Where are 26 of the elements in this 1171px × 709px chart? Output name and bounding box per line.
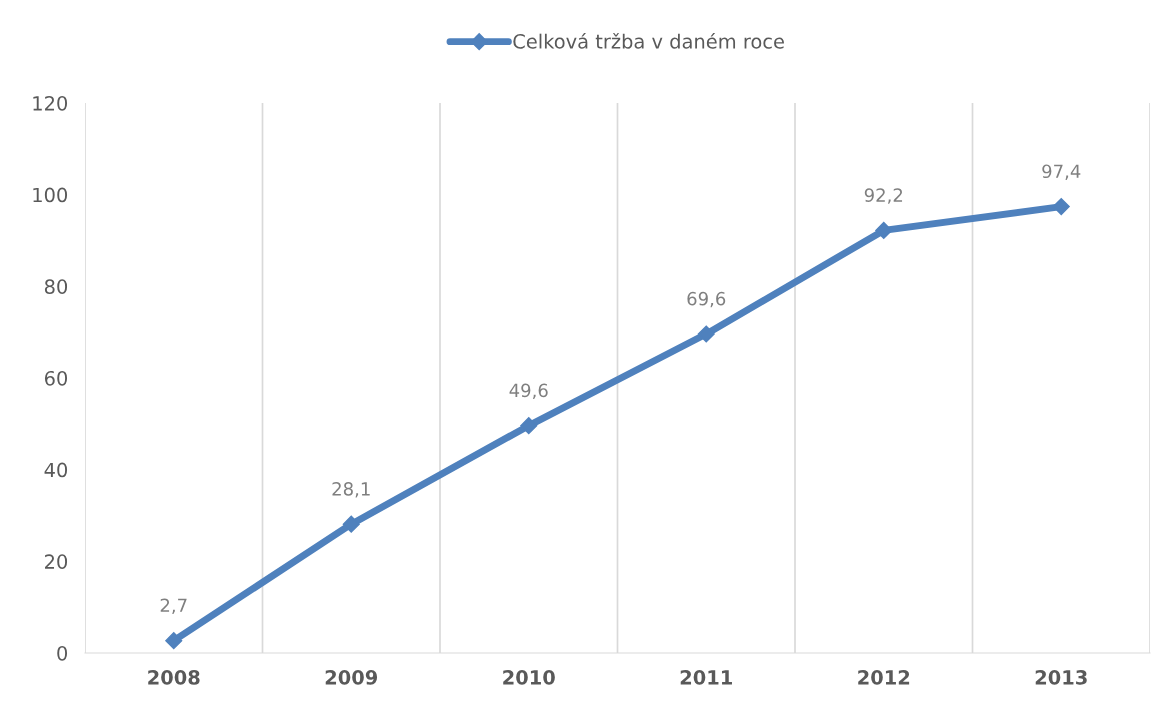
x-tick-label: 2012 bbox=[858, 670, 910, 685]
y-tick-label: 60 bbox=[44, 370, 68, 386]
x-tick-label: 2009 bbox=[325, 670, 378, 685]
point bbox=[520, 417, 538, 435]
data-label: 49,6 bbox=[509, 383, 548, 400]
point bbox=[342, 515, 360, 533]
x-tick-label: 2011 bbox=[680, 670, 732, 685]
y-tick-label: 120 bbox=[33, 95, 68, 111]
data-label: 28,1 bbox=[332, 482, 370, 498]
x-tick-label: 2008 bbox=[148, 670, 200, 685]
y-tick-label: 20 bbox=[45, 554, 68, 569]
y-tick-label: 80 bbox=[44, 279, 68, 294]
data-label: 92,2 bbox=[864, 188, 903, 204]
y-tick-label: 100 bbox=[33, 187, 68, 203]
legend-label: Celková tržba v daném roce bbox=[513, 32, 784, 49]
point bbox=[165, 632, 183, 650]
y-tick-label: 0 bbox=[57, 645, 68, 661]
point bbox=[697, 325, 715, 343]
data-label: 2,7 bbox=[160, 598, 187, 614]
data-label: 69,6 bbox=[687, 291, 726, 308]
y-tick-label: 40 bbox=[44, 462, 68, 478]
point bbox=[875, 221, 893, 239]
x-tick-label: 2010 bbox=[503, 670, 555, 685]
point bbox=[1052, 198, 1070, 216]
x-tick-label: 2013 bbox=[1035, 670, 1087, 685]
data-label: 97,4 bbox=[1042, 164, 1081, 180]
